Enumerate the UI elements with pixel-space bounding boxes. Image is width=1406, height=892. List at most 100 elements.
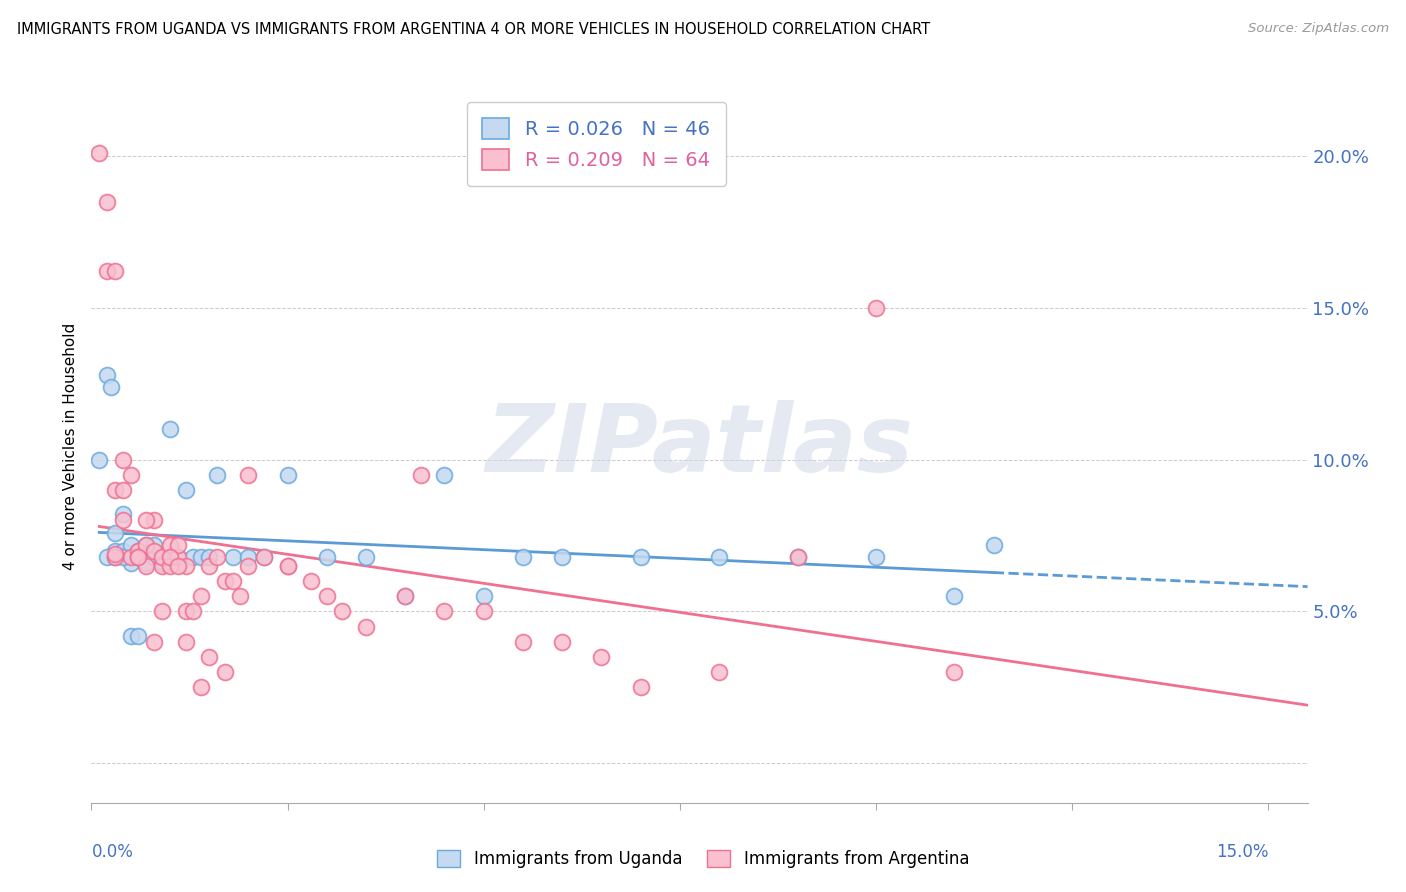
Point [143, 513, 166, 527]
Point [472, 605, 495, 619]
Point [214, 574, 236, 588]
Point [174, 605, 197, 619]
Point [198, 650, 221, 665]
Point [630, 549, 652, 564]
Point [111, 549, 134, 564]
Text: 15.0%: 15.0% [1216, 843, 1268, 861]
Point [135, 556, 157, 570]
Point [104, 543, 127, 558]
Point [166, 549, 188, 564]
Point [238, 467, 260, 482]
Point [111, 452, 134, 467]
Point [277, 558, 299, 573]
Point [96, 264, 118, 278]
Point [127, 543, 149, 558]
Point [299, 574, 322, 588]
Point [205, 549, 228, 564]
Point [707, 665, 730, 680]
Point [409, 467, 432, 482]
Point [150, 605, 173, 619]
Point [120, 556, 142, 570]
Point [630, 681, 652, 695]
Point [159, 558, 181, 573]
Point [591, 650, 613, 665]
Point [135, 538, 157, 552]
Point [89, 145, 111, 160]
Text: IMMIGRANTS FROM UGANDA VS IMMIGRANTS FROM ARGENTINA 4 OR MORE VEHICLES IN HOUSEH: IMMIGRANTS FROM UGANDA VS IMMIGRANTS FRO… [17, 22, 929, 37]
Text: ZIPatlas: ZIPatlas [485, 400, 914, 492]
Point [221, 574, 243, 588]
Point [214, 665, 236, 680]
Point [104, 483, 127, 497]
Y-axis label: 4 or more Vehicles in Household: 4 or more Vehicles in Household [63, 322, 79, 570]
Point [472, 590, 495, 604]
Point [198, 558, 221, 573]
Point [433, 605, 456, 619]
Point [111, 508, 134, 522]
Point [190, 590, 212, 604]
Point [96, 549, 118, 564]
Point [135, 513, 157, 527]
Point [100, 380, 122, 394]
Point [943, 590, 966, 604]
Point [143, 543, 166, 558]
Point [127, 549, 149, 564]
Point [394, 590, 416, 604]
Point [315, 590, 337, 604]
Point [166, 549, 188, 564]
Point [127, 543, 149, 558]
Point [551, 635, 574, 649]
Point [315, 549, 337, 564]
Text: 0.0%: 0.0% [91, 843, 134, 861]
Point [433, 467, 456, 482]
Point [159, 538, 181, 552]
Point [943, 665, 966, 680]
Point [143, 635, 166, 649]
Point [238, 558, 260, 573]
Point [120, 629, 142, 643]
Point [707, 549, 730, 564]
Point [512, 635, 534, 649]
Point [277, 558, 299, 573]
Point [104, 525, 127, 540]
Point [205, 467, 228, 482]
Point [174, 635, 197, 649]
Point [127, 629, 149, 643]
Point [190, 681, 212, 695]
Point [104, 549, 127, 564]
Point [159, 549, 181, 564]
Point [786, 549, 808, 564]
Point [190, 549, 212, 564]
Point [253, 549, 276, 564]
Point [277, 467, 299, 482]
Point [111, 513, 134, 527]
Point [354, 549, 377, 564]
Point [104, 549, 127, 564]
Legend: R = 0.026   N = 46, R = 0.209   N = 64: R = 0.026 N = 46, R = 0.209 N = 64 [467, 103, 725, 186]
Point [159, 422, 181, 436]
Point [166, 558, 188, 573]
Point [143, 549, 166, 564]
Point [143, 538, 166, 552]
Point [394, 590, 416, 604]
Point [150, 549, 173, 564]
Point [183, 605, 205, 619]
Point [111, 483, 134, 497]
Text: Source: ZipAtlas.com: Source: ZipAtlas.com [1249, 22, 1389, 36]
Point [120, 538, 142, 552]
Point [104, 264, 127, 278]
Point [253, 549, 276, 564]
Point [229, 590, 252, 604]
Point [174, 483, 197, 497]
Point [150, 556, 173, 570]
Point [150, 558, 173, 573]
Point [551, 549, 574, 564]
Point [104, 547, 127, 561]
Point [865, 301, 887, 315]
Point [127, 549, 149, 564]
Point [135, 538, 157, 552]
Point [127, 549, 149, 564]
Point [354, 620, 377, 634]
Point [512, 549, 534, 564]
Legend: Immigrants from Uganda, Immigrants from Argentina: Immigrants from Uganda, Immigrants from … [429, 842, 977, 877]
